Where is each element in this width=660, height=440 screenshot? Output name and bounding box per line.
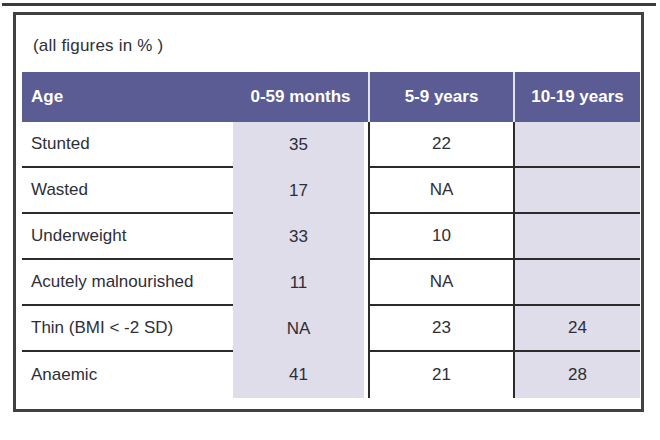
row-label: Anaemic: [22, 352, 233, 398]
table-cell: [513, 122, 640, 168]
page: (all figures in % ) Age 0-59 months 5-9 …: [0, 0, 660, 440]
column-header-age: Age: [22, 72, 233, 122]
table-row-stunted: Stunted 35 22: [22, 122, 640, 168]
table-row-anaemic: Anaemic 41 21 28: [22, 352, 640, 398]
table-cell: 28: [513, 352, 640, 398]
table-cell: NA: [233, 306, 368, 352]
table-cell: 24: [513, 306, 640, 352]
row-label: Thin (BMI < -2 SD): [22, 306, 233, 352]
table-cell: 22: [368, 122, 513, 168]
column-header-5-9-years: 5-9 years: [368, 72, 513, 122]
table-cell: NA: [368, 260, 513, 306]
table-cell: 41: [233, 352, 368, 398]
table-cell: 33: [233, 214, 368, 260]
table-row-acutely-malnourished: Acutely malnourished 11 NA: [22, 260, 640, 306]
table-row-wasted: Wasted 17 NA: [22, 168, 640, 214]
row-label: Wasted: [22, 168, 233, 214]
table-cell: 11: [233, 260, 368, 306]
column-header-0-59-months: 0-59 months: [233, 72, 368, 122]
row-label: Acutely malnourished: [22, 260, 233, 306]
column-header-10-19-years: 10-19 years: [513, 72, 640, 122]
table-cell: 23: [368, 306, 513, 352]
top-rule-divider: [2, 3, 656, 6]
table-cell: NA: [368, 168, 513, 214]
table-cell: [513, 260, 640, 306]
table-row-thin-bmi: Thin (BMI < -2 SD) NA 23 24: [22, 306, 640, 352]
nutrition-data-table: Age 0-59 months 5-9 years 10-19 years St…: [22, 72, 640, 398]
table-caption: (all figures in % ): [33, 36, 163, 56]
header-row: Age 0-59 months 5-9 years 10-19 years: [22, 72, 640, 122]
table-cell: [513, 214, 640, 260]
row-label: Stunted: [22, 122, 233, 168]
table-cell: [513, 168, 640, 214]
table-cell: 35: [233, 122, 368, 168]
table-cell: 10: [368, 214, 513, 260]
table-cell: 17: [233, 168, 368, 214]
row-label: Underweight: [22, 214, 233, 260]
table-row-underweight: Underweight 33 10: [22, 214, 640, 260]
table-cell: 21: [368, 352, 513, 398]
